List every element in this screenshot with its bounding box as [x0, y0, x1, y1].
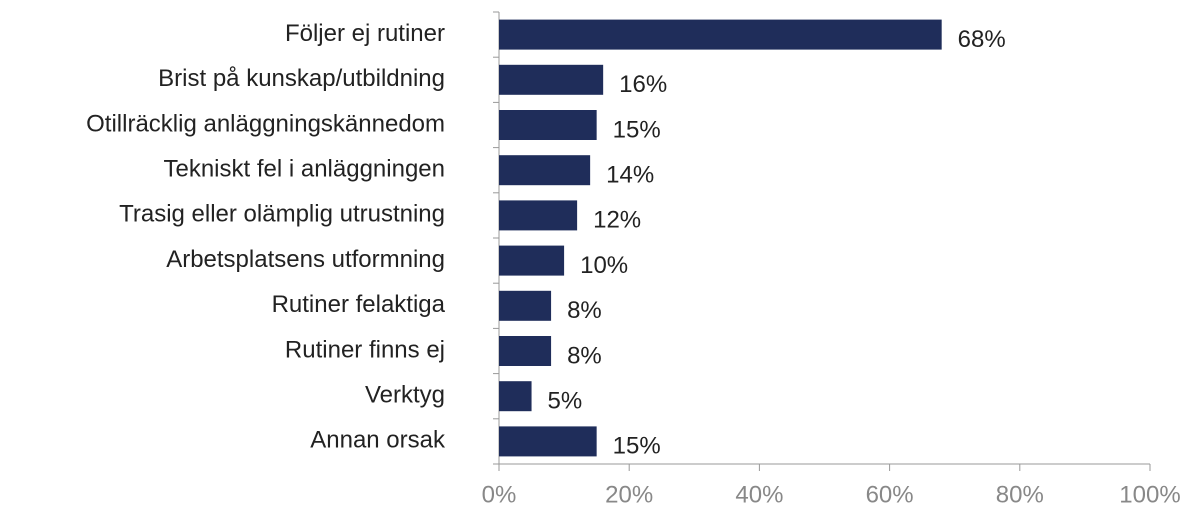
bar: [499, 200, 578, 231]
value-label: 15%: [613, 433, 661, 460]
x-tick-label: 60%: [866, 481, 914, 508]
x-tick-label: 20%: [605, 481, 653, 508]
bar: [499, 290, 552, 321]
bar: [499, 381, 532, 412]
y-tick-label: Rutiner finns ej: [285, 336, 445, 363]
y-tick-label: Arbetsplatsens utformning: [166, 246, 445, 273]
bar: [499, 64, 604, 95]
value-label: 5%: [548, 388, 583, 415]
value-label: 68%: [958, 26, 1006, 53]
x-tick-label: 40%: [735, 481, 783, 508]
bar: [499, 110, 597, 140]
value-label: 10%: [580, 252, 628, 279]
bar: [499, 245, 565, 276]
y-tick-label: Brist på kunskap/utbildning: [158, 65, 445, 92]
y-tick-label: Trasig eller olämplig utrustning: [119, 201, 445, 228]
x-tick-label: 80%: [996, 481, 1044, 508]
value-label: 8%: [567, 297, 602, 324]
bar: [499, 155, 591, 186]
value-label: 12%: [593, 207, 641, 234]
y-tick-label: Tekniskt fel i anläggningen: [163, 156, 445, 183]
value-label: 16%: [619, 71, 667, 98]
x-tick-label: 0%: [482, 481, 517, 508]
y-tick-label: Annan orsak: [310, 427, 446, 454]
y-tick-label: Följer ej rutiner: [285, 20, 445, 47]
y-tick-label: Otillräcklig anläggningskännedom: [86, 110, 445, 137]
value-label: 15%: [613, 116, 661, 143]
value-label: 14%: [606, 162, 654, 189]
bar: [499, 426, 597, 457]
bar: [499, 19, 942, 50]
value-label: 8%: [567, 342, 602, 369]
y-tick-label: Verktyg: [365, 382, 445, 409]
bar: [499, 336, 552, 366]
y-tick-label: Rutiner felaktiga: [272, 291, 446, 318]
x-tick-label: 100%: [1119, 481, 1180, 508]
